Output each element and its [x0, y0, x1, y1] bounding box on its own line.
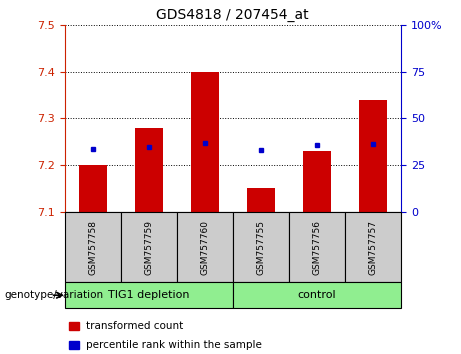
Text: control: control: [298, 290, 336, 300]
Text: GSM757760: GSM757760: [200, 219, 209, 275]
Bar: [247, 188, 275, 212]
Bar: [191, 72, 219, 212]
Bar: [359, 99, 387, 212]
Text: transformed count: transformed count: [86, 321, 183, 331]
Text: percentile rank within the sample: percentile rank within the sample: [86, 340, 262, 350]
Title: GDS4818 / 207454_at: GDS4818 / 207454_at: [156, 8, 309, 22]
Bar: [303, 151, 331, 212]
Text: GSM757757: GSM757757: [368, 219, 378, 275]
Text: GSM757759: GSM757759: [144, 219, 153, 275]
Text: genotype/variation: genotype/variation: [5, 290, 104, 300]
Text: GSM757756: GSM757756: [313, 219, 321, 275]
Bar: [135, 127, 163, 212]
Bar: [78, 165, 106, 212]
Text: GSM757758: GSM757758: [88, 219, 97, 275]
Text: TIG1 depletion: TIG1 depletion: [108, 290, 189, 300]
Text: GSM757755: GSM757755: [256, 219, 266, 275]
